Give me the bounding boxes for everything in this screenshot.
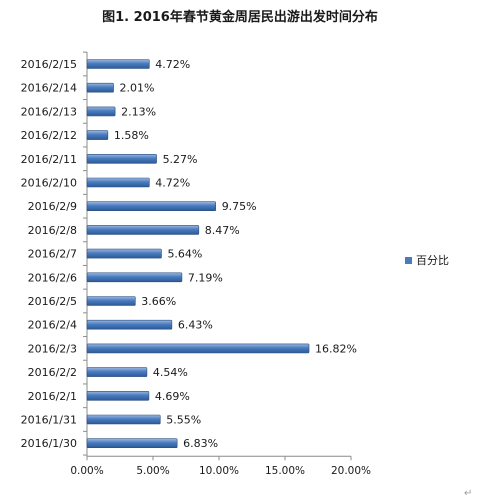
- bar: [86, 177, 150, 188]
- category-label: 2016/2/5: [28, 295, 77, 308]
- category-label: 2016/2/8: [28, 224, 77, 237]
- data-label: 16.82%: [315, 342, 357, 355]
- data-label: 5.55%: [166, 414, 201, 427]
- bar: [86, 390, 150, 401]
- category-label: 2016/2/15: [21, 58, 77, 71]
- x-tick-label: 10.00%: [199, 465, 239, 477]
- category-label: 2016/2/6: [28, 271, 77, 284]
- category-label: 2016/2/4: [28, 319, 77, 332]
- data-label: 3.66%: [141, 295, 176, 308]
- data-label: 4.72%: [155, 177, 190, 190]
- category-label: 2016/2/2: [28, 366, 77, 379]
- x-tick-label: 20.00%: [331, 465, 371, 477]
- legend: 百分比: [405, 254, 449, 267]
- bar: [86, 59, 150, 69]
- data-label: 7.19%: [188, 271, 223, 284]
- data-label: 4.69%: [155, 390, 190, 403]
- data-label: 5.64%: [167, 248, 202, 261]
- bar: [86, 82, 114, 93]
- x-tick-label: 15.00%: [265, 465, 305, 477]
- bar: [86, 296, 136, 306]
- data-label: 1.58%: [114, 129, 149, 142]
- data-label: 4.54%: [153, 366, 188, 379]
- category-label: 2016/2/10: [21, 177, 77, 190]
- data-label: 5.27%: [163, 153, 198, 166]
- axes: 0.00% 5.00% 10.00% 15.00% 20.00%: [70, 51, 371, 477]
- bar: [86, 130, 109, 140]
- bar: [86, 343, 310, 354]
- bar: [86, 438, 178, 449]
- data-label: 8.47%: [205, 224, 240, 237]
- bar: [86, 414, 161, 425]
- legend-marker: [405, 257, 412, 264]
- category-label: 2016/1/31: [21, 414, 77, 427]
- bar: [86, 367, 148, 377]
- bar: [86, 272, 183, 283]
- bar: [86, 225, 200, 235]
- category-label: 2016/2/7: [28, 248, 77, 261]
- bars: 2016/2/15 4.72% 2016/2/14 2.01% 2016/2/13 2.1…: [21, 58, 357, 450]
- category-label: 2016/2/1: [28, 390, 77, 403]
- category-label: 2016/2/3: [28, 342, 77, 355]
- legend-label: 百分比: [416, 254, 449, 267]
- data-label: 6.83%: [183, 437, 218, 450]
- category-label: 2016/2/12: [21, 129, 77, 142]
- data-label: 2.13%: [121, 105, 156, 118]
- x-tick-label: 0.00%: [70, 465, 103, 477]
- category-label: 2016/2/11: [21, 153, 77, 166]
- data-label: 9.75%: [222, 200, 257, 213]
- data-label: 4.72%: [155, 58, 190, 71]
- bar: [86, 201, 216, 211]
- bar: [86, 248, 162, 259]
- data-label: 2.01%: [120, 82, 155, 95]
- data-label: 6.43%: [178, 319, 213, 332]
- category-label: 2016/1/30: [21, 437, 77, 450]
- category-label: 2016/2/13: [21, 105, 77, 118]
- bar: [86, 154, 157, 164]
- bar: [86, 106, 116, 117]
- bar: [86, 319, 173, 330]
- chart-title: 图1. 2016年春节黄金周居民出游出发时间分布: [102, 9, 378, 25]
- paragraph-mark: ↵: [464, 488, 472, 499]
- category-label: 2016/2/14: [21, 82, 77, 95]
- category-label: 2016/2/9: [28, 200, 77, 213]
- x-tick-label: 5.00%: [136, 465, 169, 477]
